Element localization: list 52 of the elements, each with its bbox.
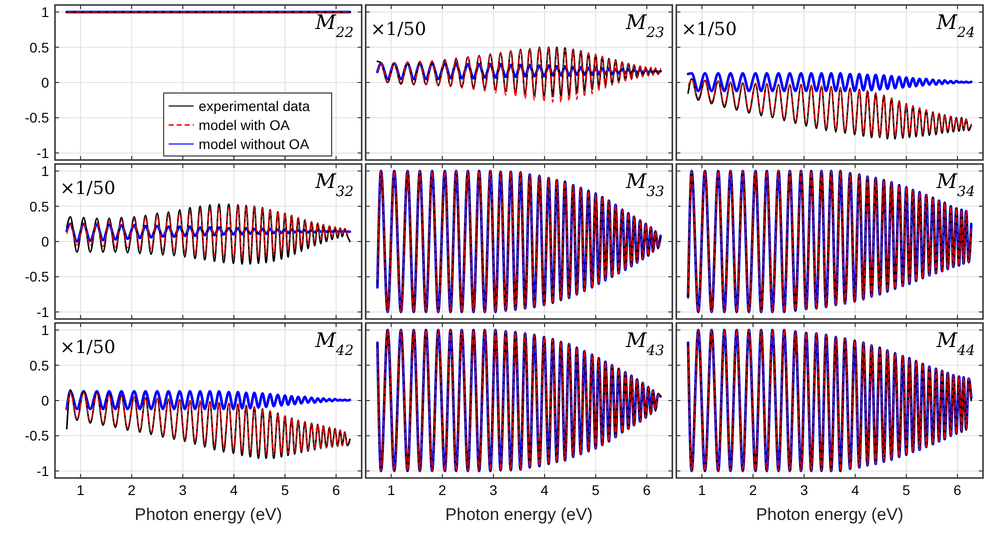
annotation: ×1/50	[370, 19, 426, 40]
x-tick-label: 4	[230, 482, 238, 498]
y-tick-label: -0.5	[24, 428, 50, 444]
x-axis-title: Photon energy (eV)	[134, 505, 282, 524]
x-tick-label: 5	[592, 482, 600, 498]
x-tick-label: 3	[490, 482, 498, 498]
legend-label: model with OA	[198, 117, 290, 133]
annotation: M$_{23}$	[625, 10, 664, 41]
x-tick-label: 6	[954, 482, 962, 498]
x-tick-label: 1	[76, 482, 85, 498]
x-tick-label: 1	[698, 482, 706, 498]
y-tick-label: -0.5	[24, 268, 50, 285]
x-tick-label: 3	[800, 482, 808, 498]
y-tick-label: 0.5	[30, 198, 50, 214]
y-tick-label: 0.5	[30, 357, 50, 374]
y-tick-label: 1	[41, 4, 50, 20]
annotation: ×1/50	[60, 178, 116, 199]
y-tick-label: -0.5	[24, 110, 50, 126]
x-axis-title: Photon energy (eV)	[445, 505, 593, 524]
x-tick-label: 2	[749, 482, 758, 498]
legend-label: model without OA	[198, 136, 310, 152]
y-tick-label: 1	[41, 322, 50, 338]
x-tick-label: 6	[332, 482, 340, 498]
legend-label: experimental data	[198, 98, 310, 114]
annotation: ×1/50	[681, 19, 737, 40]
x-tick-label: 4	[851, 482, 860, 498]
annotation: M$_{22}$	[314, 10, 354, 41]
x-tick-label: 1	[387, 482, 396, 498]
y-tick-label: 0.5	[30, 39, 50, 56]
y-tick-label: -1	[36, 144, 50, 161]
annotation: M$_{33}$	[625, 169, 664, 200]
y-tick-label: -1	[36, 304, 50, 320]
x-axis-title: Photon energy (eV)	[756, 505, 904, 524]
x-tick-label: 5	[902, 482, 910, 498]
x-tick-label: 4	[540, 482, 549, 498]
annotation: M$_{44}$	[936, 328, 975, 359]
annotation: M$_{43}$	[625, 328, 664, 359]
annotation: M$_{34}$	[936, 169, 975, 200]
y-tick-label: 0	[41, 74, 50, 90]
annotation: M$_{42}$	[314, 328, 354, 359]
y-tick-label: 1	[41, 163, 50, 180]
x-tick-label: 5	[281, 482, 290, 498]
annotation: M$_{32}$	[314, 169, 354, 200]
x-tick-label: 2	[128, 482, 136, 498]
y-tick-label: -1	[36, 462, 50, 479]
x-tick-label: 6	[642, 482, 651, 498]
annotation: ×1/50	[60, 337, 116, 358]
annotation: M$_{24}$	[936, 10, 975, 41]
y-tick-label: 0	[41, 234, 50, 250]
x-tick-label: 2	[438, 482, 446, 498]
y-tick-label: 0	[41, 392, 50, 408]
x-tick-label: 3	[178, 482, 187, 498]
